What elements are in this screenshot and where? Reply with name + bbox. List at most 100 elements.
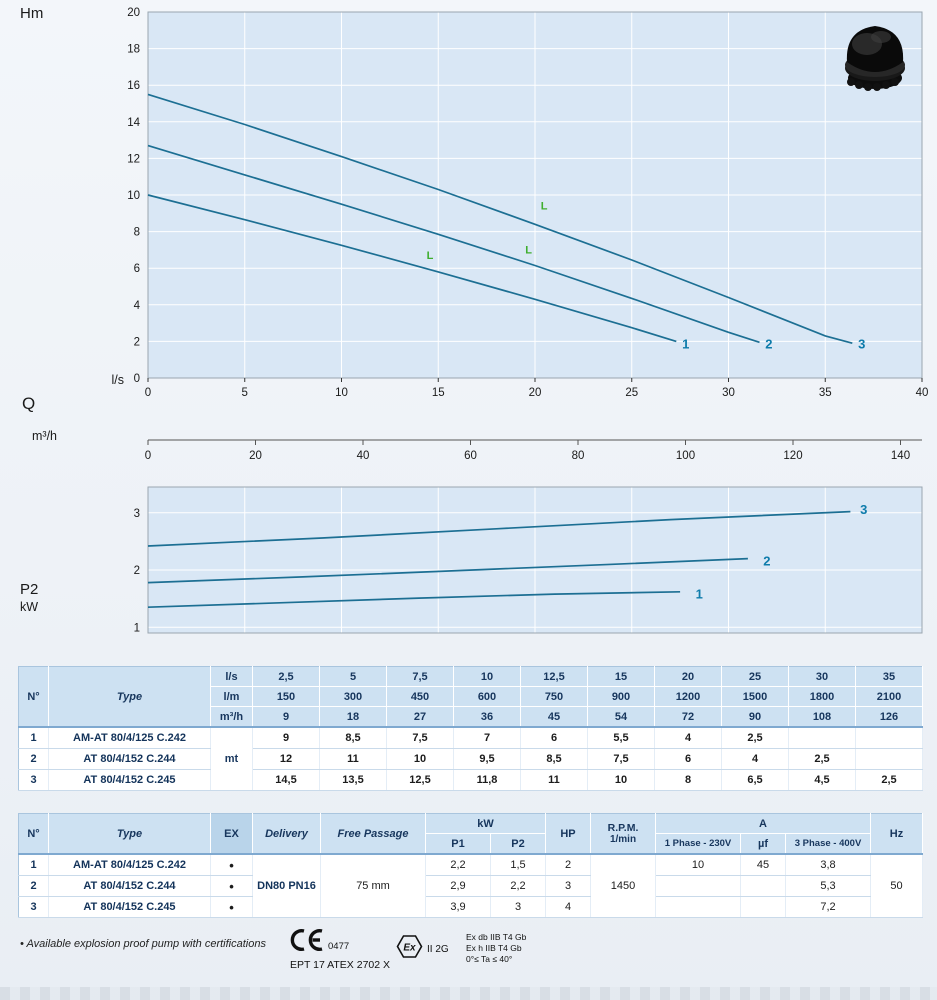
flow-header-value: 150: [252, 686, 320, 707]
head-value: 11: [319, 748, 387, 770]
m3h-tick-label: 140: [891, 450, 910, 462]
head-value: 8: [654, 769, 722, 791]
ls-tick-label: 5: [242, 387, 248, 399]
flow-header-value: 2100: [855, 686, 923, 707]
head-value: [788, 726, 856, 749]
hp-value: 4: [545, 896, 591, 918]
ls-tick-label: 30: [722, 387, 735, 399]
pump-type: AT 80/4/152 C.244: [48, 748, 211, 770]
cert-line-2: Ex h IIB T4 Gb: [466, 943, 522, 954]
head-value: 12: [252, 748, 320, 770]
head-value: 8,5: [520, 748, 588, 770]
head-value: 10: [386, 748, 454, 770]
table-row: 3 AT 80/4/152 C.245 14,5 13,5 12,5 11,8 11 10 8 6…: [18, 769, 923, 791]
cert-line-3: 0°≤ Ta ≤ 40°: [466, 954, 513, 965]
m3h-tick-label: 0: [145, 450, 151, 462]
row-number: 3: [18, 896, 49, 918]
flow-header-value: 54: [587, 706, 655, 728]
m3h-tick-label: 20: [249, 450, 262, 462]
table-row: 2 AT 80/4/152 C.244 • 2,9 2,2 3 5,3: [18, 875, 923, 897]
flow-header-value: 1200: [654, 686, 722, 707]
head-value: [855, 726, 923, 749]
head-curve-label-2: 2: [765, 337, 772, 352]
p2-curve-label-2: 2: [763, 553, 770, 568]
head-value: 14,5: [252, 769, 320, 791]
head-value: 11: [520, 769, 588, 791]
p2-value: 3: [490, 896, 546, 918]
p2-axis-title: P2: [20, 581, 38, 598]
head-unit-mt: mt: [210, 726, 253, 791]
head-value: 5,5: [587, 726, 655, 749]
flow-header-value: 18: [319, 706, 387, 728]
pump-type: AM-AT 80/4/125 C.242: [48, 726, 211, 749]
head-value: 6: [654, 748, 722, 770]
head-value: 2,5: [721, 726, 789, 749]
row-number: 1: [18, 726, 49, 749]
ce-mark-row: 0477: [290, 928, 390, 957]
head-value: 10: [587, 769, 655, 791]
head-y-tick: 16: [127, 80, 140, 92]
flow-header-value: 72: [654, 706, 722, 728]
p1-value: 2,9: [425, 875, 491, 897]
col-header-hp: HP: [545, 813, 591, 855]
delivery-value: DN80 PN16: [252, 853, 321, 918]
phase3-value: 3,8: [785, 853, 872, 876]
hp-value: 2: [545, 853, 591, 876]
col-header-n: N°: [18, 813, 49, 855]
p2-value: 2,2: [490, 875, 546, 897]
flow-header-value: 45: [520, 706, 588, 728]
m3h-tick-label: 60: [464, 450, 477, 462]
p2-curve-1: [147, 590, 681, 609]
flow-header-value: 12,5: [520, 666, 588, 687]
head-value: 12,5: [386, 769, 454, 791]
ls-tick-label: 35: [819, 387, 832, 399]
hp-value: 3: [545, 875, 591, 897]
footer-note: • Available explosion proof pump with ce…: [20, 938, 266, 950]
head-value: 4,5: [788, 769, 856, 791]
flow-header-value: 750: [520, 686, 588, 707]
head-y-tick: 10: [127, 190, 140, 202]
flow-m3h-label: m³/h: [32, 429, 57, 443]
col-header-rpm: R.P.M. 1/min: [590, 813, 656, 855]
flow-header-value: 450: [386, 686, 454, 707]
decorative-bottom-pattern: [0, 987, 937, 1000]
ex-hexagon-label: Ex: [403, 943, 416, 954]
col-header-uf: µf: [740, 833, 786, 855]
head-value: 9: [252, 726, 320, 749]
flow-header-value: 126: [855, 706, 923, 728]
motor-data-table-wrap: N° Type EX Delivery Free Passage kW HP R.P.M. 1/…: [18, 813, 924, 918]
duty-marker-1: L: [427, 250, 434, 262]
hz-value: 50: [870, 853, 924, 918]
flow-header-value: 300: [319, 686, 387, 707]
phase1-value: [655, 875, 741, 897]
uf-value: 45: [740, 853, 786, 876]
flow-header-value: 30: [788, 666, 856, 687]
flow-header-value: 2,5: [252, 666, 320, 687]
col-header-hz: Hz: [870, 813, 924, 855]
head-value: 7,5: [386, 726, 454, 749]
head-y-tick: 12: [127, 153, 140, 165]
head-y-tick: 6: [134, 263, 140, 275]
motor-data-table: N° Type EX Delivery Free Passage kW HP R.P.M. 1/…: [18, 813, 924, 918]
col-header-3phase: 3 Phase - 400V: [785, 833, 872, 855]
head-curve-1: [147, 194, 677, 343]
equipment-group-label: II 2G: [427, 943, 449, 955]
p2-curve-label-1: 1: [696, 587, 703, 602]
p2-plot-border: [147, 486, 923, 634]
head-y-tick: 14: [127, 117, 140, 129]
head-y-tick: 4: [134, 300, 141, 312]
m3h-tick-label: 40: [357, 450, 370, 462]
p2-curve-label-3: 3: [860, 502, 867, 517]
head-curve-label-1: 1: [682, 337, 689, 352]
p2-y-tick: 2: [134, 565, 140, 577]
head-value: 11,8: [453, 769, 521, 791]
pump-impeller-image: [835, 12, 915, 96]
flow-header-value: 36: [453, 706, 521, 728]
head-y-tick: 8: [134, 227, 140, 239]
row-number: 3: [18, 769, 49, 791]
m3h-tick-label: 120: [783, 450, 802, 462]
table-row: 2 AT 80/4/152 C.244 12 11 10 9,5 8,5 7,5 6 4 2,5: [18, 748, 923, 770]
p2-curve-3: [147, 510, 851, 547]
pump-type: AT 80/4/152 C.245: [48, 769, 211, 791]
certification-lines: Ex db IIB T4 Gb Ex h IIB T4 Gb 0°≤ Ta ≤ …: [466, 932, 526, 965]
